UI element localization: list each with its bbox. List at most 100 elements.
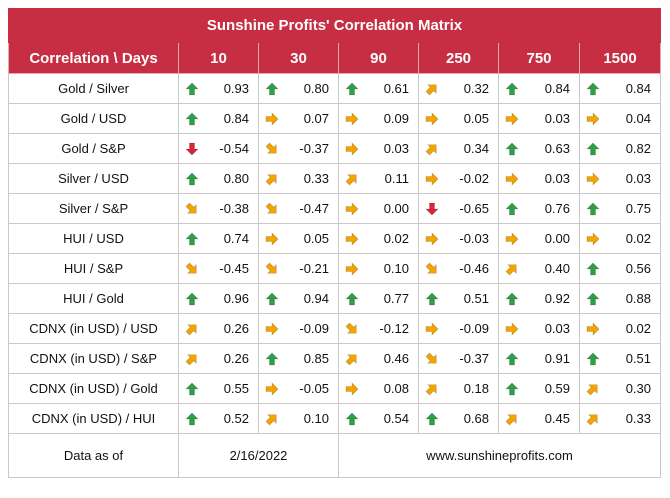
correlation-value: 0.03	[383, 141, 409, 156]
arrow-right-icon	[586, 111, 600, 126]
arrow-up-right-icon	[425, 142, 439, 156]
correlation-cell: 0.40	[498, 253, 580, 284]
correlation-cell: 0.26	[178, 343, 259, 374]
correlation-value: 0.10	[303, 411, 329, 426]
arrow-right-icon	[505, 321, 519, 336]
correlation-cell: 0.68	[418, 403, 499, 434]
table-row: HUI / Gold 0.96 0.94 0.77 0.51 0.92 0.88	[8, 283, 662, 314]
correlation-cell: 0.03	[498, 103, 580, 134]
correlation-value: 0.03	[544, 321, 570, 336]
arrow-up-icon	[185, 82, 199, 96]
correlation-cell: -0.65	[418, 193, 499, 224]
matrix-body: Gold / Silver 0.93 0.80 0.61 0.32 0.84 0.84 Gol…	[8, 73, 662, 434]
correlation-value: -0.21	[299, 261, 329, 276]
table-title: Sunshine Profits' Correlation Matrix	[7, 8, 662, 43]
row-label: HUI / S&P	[8, 253, 179, 284]
arrow-down-right-icon	[265, 202, 279, 216]
correlation-cell: 0.51	[418, 283, 499, 314]
correlation-value: 0.61	[383, 81, 409, 96]
correlation-cell: 0.80	[258, 73, 339, 104]
arrow-up-icon	[505, 202, 519, 216]
row-label: Gold / USD	[8, 103, 179, 134]
correlation-cell: 0.92	[498, 283, 580, 314]
correlation-cell: 0.11	[338, 163, 419, 194]
correlation-cell: 0.82	[578, 133, 662, 164]
arrow-up-right-icon	[345, 172, 359, 186]
correlation-value: -0.02	[459, 171, 489, 186]
correlation-value: 0.11	[384, 171, 409, 186]
correlation-value: 0.80	[303, 81, 329, 96]
correlation-cell: -0.02	[418, 163, 499, 194]
arrow-down-right-icon	[425, 262, 439, 276]
site-link[interactable]: www.sunshineprofits.com	[337, 433, 662, 478]
arrow-up-icon	[586, 352, 600, 366]
correlation-value: 0.30	[625, 381, 652, 396]
data-as-of-label: Data as of	[8, 433, 179, 478]
correlation-cell: 0.03	[338, 133, 419, 164]
arrow-right-icon	[586, 321, 600, 336]
arrow-up-icon	[265, 352, 279, 366]
correlation-value: 0.00	[383, 201, 409, 216]
arrow-up-icon	[185, 292, 199, 306]
arrow-up-icon	[185, 172, 199, 186]
day-header-10: 10	[178, 42, 259, 74]
correlation-value: 0.55	[223, 381, 249, 396]
correlation-value: 0.05	[303, 231, 329, 246]
correlation-cell: 0.05	[418, 103, 499, 134]
arrow-down-right-icon	[265, 142, 279, 156]
correlation-value: 0.34	[463, 141, 489, 156]
row-label: Silver / S&P	[8, 193, 179, 224]
correlation-cell: -0.37	[418, 343, 499, 374]
arrow-up-right-icon	[505, 262, 519, 276]
arrow-right-icon	[265, 111, 279, 126]
correlation-value: 0.85	[303, 351, 329, 366]
arrow-right-icon	[265, 231, 279, 246]
arrow-right-icon	[265, 381, 279, 396]
correlation-cell: 0.34	[418, 133, 499, 164]
row-label: CDNX (in USD) / HUI	[8, 403, 179, 434]
correlation-value: 0.18	[463, 381, 489, 396]
correlation-cell: 0.84	[578, 73, 662, 104]
correlation-value: -0.54	[219, 141, 249, 156]
correlation-cell: 0.56	[578, 253, 662, 284]
correlation-value: 0.02	[625, 231, 652, 246]
correlation-cell: 0.77	[338, 283, 419, 314]
correlation-cell: -0.46	[418, 253, 499, 284]
correlation-cell: 0.88	[578, 283, 662, 314]
correlation-cell: 0.07	[258, 103, 339, 134]
correlation-value: 0.04	[625, 111, 652, 126]
table-row: CDNX (in USD) / HUI 0.52 0.10 0.54 0.68 0.45 0…	[8, 403, 662, 434]
correlation-cell: 0.10	[258, 403, 339, 434]
arrow-right-icon	[505, 171, 519, 186]
correlation-value: 0.84	[223, 111, 249, 126]
correlation-cell: -0.12	[338, 313, 419, 344]
arrow-up-icon	[505, 382, 519, 396]
correlation-cell: 0.59	[498, 373, 580, 404]
correlation-value: 0.09	[383, 111, 409, 126]
table-row: Silver / S&P -0.38 -0.47 0.00 -0.65 0.76 0.75	[8, 193, 662, 224]
correlation-cell: 0.02	[578, 223, 662, 254]
correlation-value: 0.26	[223, 321, 249, 336]
arrow-up-icon	[185, 412, 199, 426]
correlation-value: 0.82	[625, 141, 652, 156]
arrow-up-icon	[586, 202, 600, 216]
arrow-up-icon	[425, 292, 439, 306]
arrow-right-icon	[345, 111, 359, 126]
arrow-right-icon	[586, 171, 600, 186]
arrow-right-icon	[345, 231, 359, 246]
corner-header: Correlation \ Days	[8, 42, 179, 74]
row-label: CDNX (in USD) / Gold	[8, 373, 179, 404]
correlation-value: -0.05	[299, 381, 329, 396]
correlation-value: 0.59	[544, 381, 570, 396]
correlation-value: 0.26	[223, 351, 249, 366]
arrow-up-icon	[345, 412, 359, 426]
correlation-value: 0.51	[463, 291, 489, 306]
correlation-value: 0.10	[383, 261, 409, 276]
correlation-value: 0.54	[383, 411, 409, 426]
arrow-right-icon	[586, 231, 600, 246]
arrow-up-icon	[345, 82, 359, 96]
arrow-up-icon	[265, 292, 279, 306]
correlation-value: 0.51	[625, 351, 652, 366]
arrow-up-right-icon	[425, 82, 439, 96]
row-label: HUI / Gold	[8, 283, 179, 314]
